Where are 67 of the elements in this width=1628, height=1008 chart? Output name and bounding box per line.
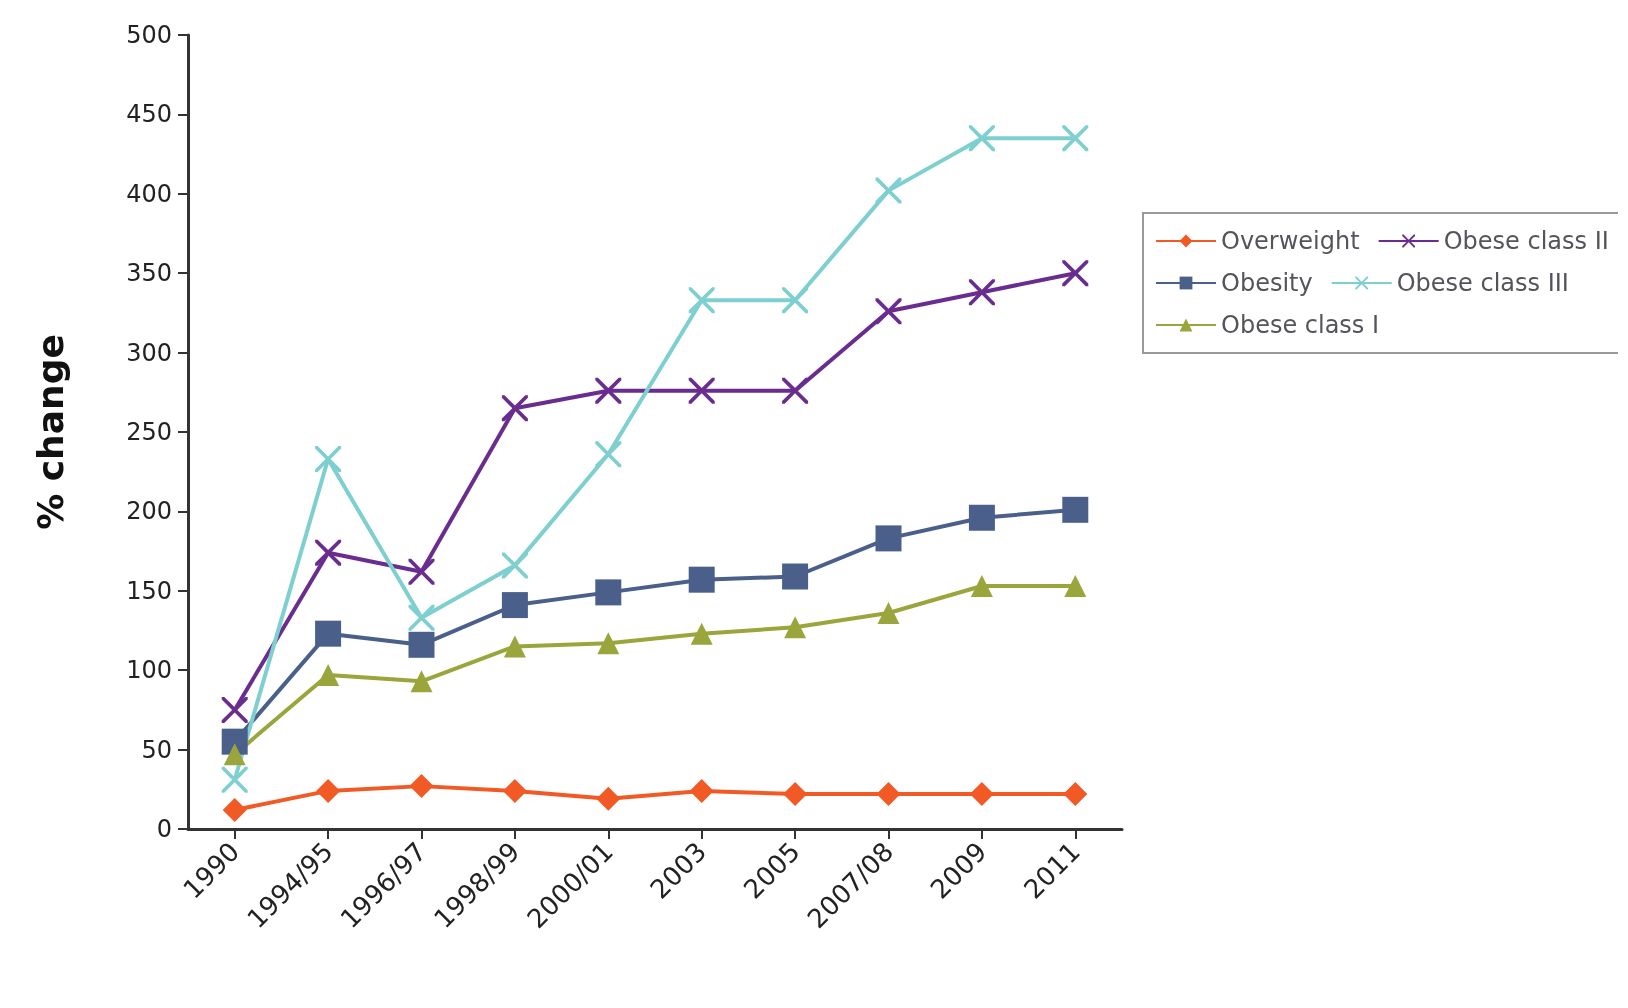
point [783, 782, 808, 807]
point [408, 604, 435, 631]
point [688, 566, 715, 593]
point [316, 778, 341, 803]
point [597, 632, 620, 655]
point [501, 592, 528, 619]
legend-label: Overweight [1221, 227, 1360, 255]
point [595, 377, 622, 404]
point [970, 575, 993, 598]
point [688, 377, 715, 404]
point [409, 774, 434, 799]
point [408, 558, 435, 585]
legend-label: Obese class II [1443, 227, 1609, 255]
point [502, 778, 527, 803]
point [690, 622, 713, 645]
point [688, 287, 715, 314]
point [1062, 125, 1089, 152]
point [221, 728, 248, 755]
y-tick-label: 200 [126, 497, 172, 526]
point [221, 696, 248, 723]
y-tick-label: 450 [126, 100, 172, 129]
point [1063, 782, 1088, 807]
point [782, 563, 809, 590]
legend-label: Obese class I [1221, 311, 1380, 339]
point [782, 377, 809, 404]
point [968, 504, 995, 531]
point [595, 579, 622, 606]
point [1064, 575, 1087, 598]
y-tick-label: 500 [126, 21, 172, 49]
point [968, 125, 995, 152]
point [315, 620, 342, 647]
legend-label: Obesity [1221, 269, 1313, 297]
point [782, 287, 809, 314]
point [968, 279, 995, 306]
point [877, 602, 900, 625]
y-tick-label: 50 [141, 735, 172, 764]
point [1062, 260, 1089, 287]
point [596, 786, 621, 811]
point [315, 539, 342, 566]
point [875, 298, 902, 325]
point [317, 663, 340, 686]
legend-label: Obese class III [1396, 269, 1569, 297]
point [689, 778, 714, 803]
point [503, 635, 526, 658]
point [875, 525, 902, 552]
point [1062, 496, 1089, 523]
y-tick-label: 350 [126, 259, 172, 288]
point [595, 441, 622, 468]
point [876, 782, 901, 807]
point [410, 670, 433, 693]
point [223, 743, 246, 766]
point [969, 782, 994, 807]
point [875, 177, 902, 204]
point [315, 446, 342, 472]
y-tick-label: 250 [126, 418, 172, 446]
point [221, 766, 248, 793]
y-tick-label: 300 [126, 338, 172, 367]
point [501, 552, 528, 579]
y-tick-label: 0 [156, 815, 172, 843]
point [501, 395, 528, 422]
y-tick-label: 100 [126, 656, 172, 685]
y-axis-title: % change [29, 334, 71, 530]
y-tick-label: 400 [126, 179, 172, 208]
y-tick-label: 150 [126, 576, 172, 605]
point [408, 631, 435, 658]
point [784, 616, 807, 639]
point [222, 797, 247, 822]
